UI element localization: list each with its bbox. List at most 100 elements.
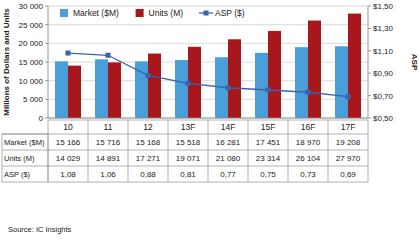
bar [255, 53, 268, 118]
bar [148, 54, 161, 118]
y-tick [45, 80, 48, 81]
table-border [2, 134, 48, 182]
table-cell: 15 166 [56, 138, 81, 147]
y-tick-label: 30 000 [19, 2, 44, 11]
table-cell: 17 271 [136, 154, 161, 163]
y-tick [45, 43, 48, 44]
y-tick [45, 6, 48, 7]
table-cell: 0,75 [260, 170, 276, 179]
marker [226, 85, 231, 90]
line [68, 53, 348, 97]
bar [95, 59, 108, 118]
y-axis-title: Millions of Dollars and Units [2, 8, 11, 116]
table-cell: 26 104 [296, 154, 321, 163]
y2-axis [368, 6, 369, 118]
table-cell: 16 281 [216, 138, 241, 147]
bar [175, 60, 188, 118]
y2-axis-title: ASP [410, 54, 419, 71]
bar [268, 31, 281, 118]
bar [55, 61, 68, 118]
table-line [2, 166, 368, 167]
bar [68, 66, 81, 118]
table-cell: 15 716 [96, 138, 121, 147]
y2-tick [368, 6, 371, 7]
table-row-label: ASP ($) [4, 170, 31, 179]
table-cell: 19 071 [176, 154, 201, 163]
y-tick [45, 62, 48, 63]
table-cell: 17 451 [256, 138, 281, 147]
table-cell: 1,08 [60, 170, 76, 179]
y2-tick [368, 73, 371, 74]
table-cell: 15 518 [176, 138, 201, 147]
y-tick-label: 0 [39, 114, 44, 123]
y-tick [45, 99, 48, 100]
x-tick-label: 17F [341, 122, 356, 132]
table-line [128, 120, 129, 182]
table-cell: 14 029 [56, 154, 81, 163]
table-cell: 0,69 [340, 170, 356, 179]
y-tick [45, 118, 48, 119]
table-cell: 0,88 [140, 170, 156, 179]
legend-swatch [60, 9, 68, 17]
y2-tick-label: $0,90 [373, 69, 394, 78]
grid-line [48, 6, 368, 7]
marker [106, 53, 111, 58]
y2-tick-label: $1,10 [373, 47, 394, 56]
table-line [208, 120, 209, 182]
legend-label: Units (M) [149, 8, 184, 18]
y-tick-label: 20 000 [19, 39, 44, 48]
table-cell: 21 080 [216, 154, 241, 163]
data-table: 10111213F14F15F16F17FMarket ($M)15 16615… [2, 120, 368, 182]
legend-swatch [204, 11, 209, 16]
table-cell: 23 314 [256, 154, 281, 163]
grid-line [48, 118, 368, 119]
chart: 0 5 000 10 000 15 000 20 000 25 000 30 000 $0,5… [0, 0, 419, 240]
table-cell: 0,81 [180, 170, 196, 179]
x-axis [48, 118, 368, 119]
bar [308, 21, 321, 118]
table-cell: 1,06 [100, 170, 116, 179]
y-axis [48, 6, 49, 118]
table-border [48, 120, 368, 182]
table-cell: 0,77 [220, 170, 236, 179]
table-cell: 14 891 [96, 154, 121, 163]
table-line [88, 120, 89, 182]
x-tick-label: 12 [143, 122, 153, 132]
y-tick-label: 10 000 [19, 77, 44, 86]
marker [66, 51, 71, 56]
table-cell: 15 168 [136, 138, 161, 147]
y2-tick-label: $1,30 [373, 24, 394, 33]
marker [306, 90, 311, 95]
bar [295, 47, 308, 118]
table-cell: 19 208 [336, 138, 361, 147]
y2-tick-label: $1,50 [373, 2, 394, 11]
marker [346, 94, 351, 99]
table-line [328, 120, 329, 182]
marker [186, 81, 191, 86]
plot-marks [55, 14, 361, 118]
bar [335, 46, 348, 118]
legend-swatch [136, 9, 144, 17]
y2-tick-label: $0,70 [373, 92, 394, 101]
x-tick-label: 11 [104, 122, 113, 132]
table-line [248, 120, 249, 182]
y2-tick [368, 28, 371, 29]
bar [348, 14, 361, 118]
table-row-label: Units (M) [4, 154, 35, 163]
y-tick [45, 24, 48, 25]
y-tick-label: 15 000 [19, 58, 44, 67]
table-cell: 27 970 [336, 154, 361, 163]
y2-tick [368, 118, 371, 119]
table-row-label: Market ($M) [4, 138, 45, 147]
x-tick-label: 15F [261, 122, 276, 132]
source: Source: IC Insights [8, 225, 72, 234]
table-line [168, 120, 169, 182]
table-line [2, 134, 368, 135]
y2-tick-label: $0,50 [373, 114, 394, 123]
x-tick-label: 10 [63, 122, 73, 132]
y2-tick [368, 50, 371, 51]
x-tick-label: 16F [301, 122, 316, 132]
y-tick-label: 25 000 [19, 21, 44, 30]
y2-tick [368, 95, 371, 96]
y-tick-label: 5 000 [23, 95, 44, 104]
